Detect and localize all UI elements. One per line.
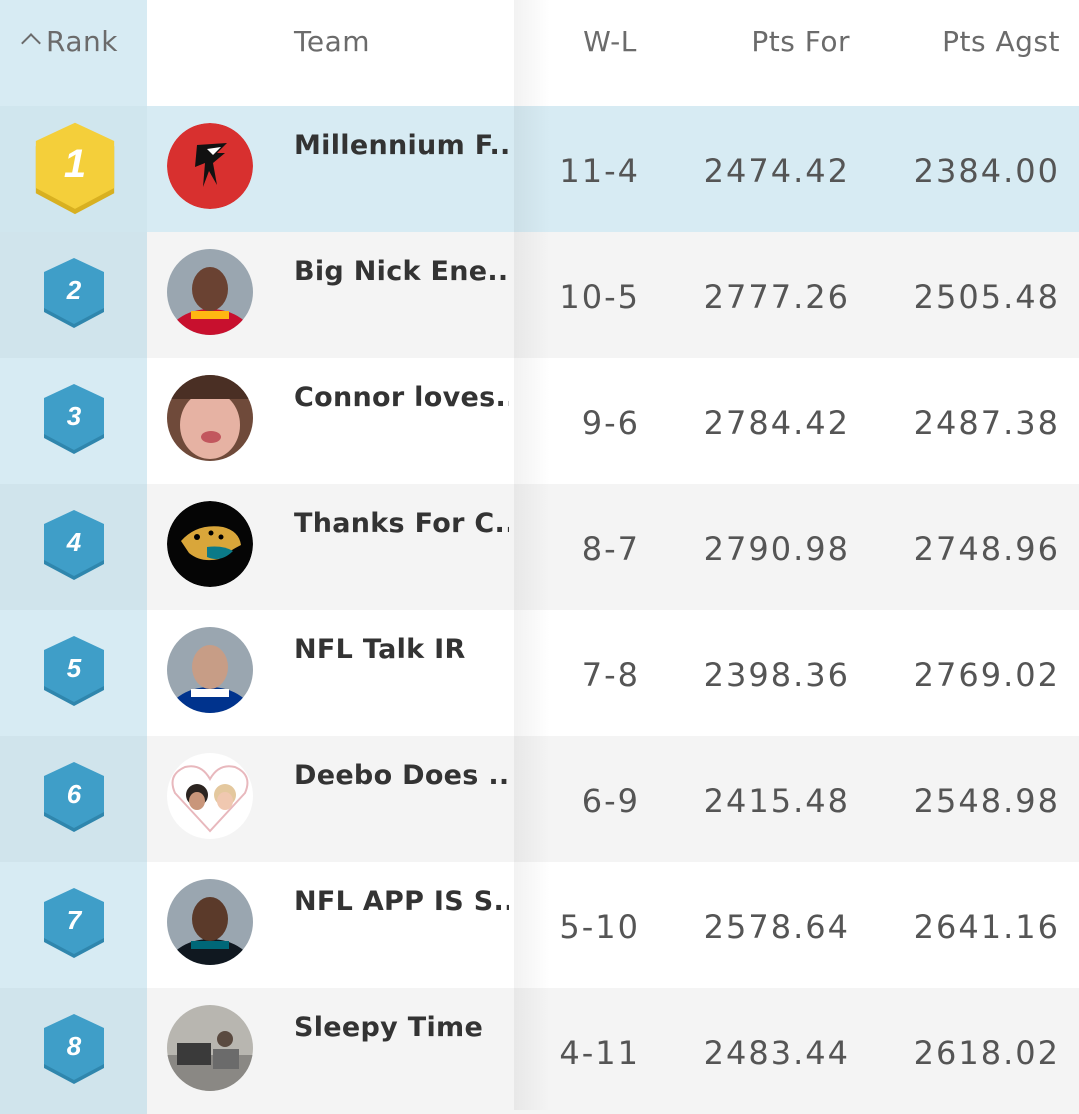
team-name[interactable]: Connor loves... bbox=[294, 382, 509, 413]
table-row[interactable]: 5 NFL Talk IR 7-8 2398.36 2769.02 bbox=[0, 610, 1079, 736]
rank-cell: 7 bbox=[0, 862, 147, 988]
rank-cell: 3 bbox=[0, 358, 147, 484]
points-against: 2384.00 bbox=[913, 152, 1060, 190]
win-loss-record: 10-5 bbox=[559, 278, 640, 316]
table-row[interactable]: 1 Millennium F... 11-4 2474.42 2384.00 bbox=[0, 106, 1079, 232]
team-avatar[interactable] bbox=[167, 627, 253, 713]
rank-number: 8 bbox=[66, 1030, 82, 1061]
team-header[interactable]: Team bbox=[294, 25, 371, 58]
rank-number: 4 bbox=[66, 526, 82, 557]
team-name[interactable]: NFL Talk IR bbox=[294, 634, 466, 665]
rank-cell: 8 bbox=[0, 988, 147, 1114]
team-avatar[interactable] bbox=[167, 501, 253, 587]
team-name[interactable]: Big Nick Ene... bbox=[294, 256, 509, 287]
points-against: 2748.96 bbox=[913, 530, 1060, 568]
win-loss-record: 6-9 bbox=[581, 782, 640, 820]
win-loss-record: 11-4 bbox=[559, 152, 640, 190]
rank-number: 6 bbox=[66, 778, 82, 809]
points-against: 2641.16 bbox=[913, 908, 1060, 946]
points-for: 2777.26 bbox=[703, 278, 850, 316]
standings-table: 1 Millennium F... 11-4 2474.42 2384.00 2 Big N… bbox=[0, 106, 1079, 1114]
team-name[interactable]: Millennium F... bbox=[294, 130, 509, 161]
win-loss-record: 4-11 bbox=[559, 1034, 640, 1072]
rank-hexagon-icon: 4 bbox=[38, 508, 110, 586]
team-avatar[interactable] bbox=[167, 123, 253, 209]
table-row[interactable]: 3 Connor loves... 9-6 2784.42 2487.38 bbox=[0, 358, 1079, 484]
rank-number: 2 bbox=[66, 274, 82, 305]
points-for: 2483.44 bbox=[703, 1034, 850, 1072]
table-row[interactable]: 7 NFL APP IS S... 5-10 2578.64 2641.16 bbox=[0, 862, 1079, 988]
points-against: 2769.02 bbox=[913, 656, 1060, 694]
rank-sort-header[interactable]: Rank bbox=[18, 22, 138, 62]
team-name[interactable]: Deebo Does ... bbox=[294, 760, 509, 791]
pts-for-header[interactable]: Pts For bbox=[751, 25, 850, 58]
points-against: 2548.98 bbox=[913, 782, 1060, 820]
rank-number: 5 bbox=[66, 652, 82, 683]
standings-header: Rank Team W-L Pts For Pts Agst bbox=[0, 0, 1079, 106]
rank-number: 3 bbox=[66, 400, 82, 431]
win-loss-record: 7-8 bbox=[581, 656, 640, 694]
chevron-up-icon bbox=[21, 33, 41, 53]
points-against: 2505.48 bbox=[913, 278, 1060, 316]
team-avatar[interactable] bbox=[167, 1005, 253, 1091]
team-avatar[interactable] bbox=[167, 249, 253, 335]
wl-header[interactable]: W-L bbox=[583, 25, 637, 58]
team-name[interactable]: Thanks For C... bbox=[294, 508, 509, 539]
points-for: 2784.42 bbox=[703, 404, 850, 442]
rank-hexagon-icon: 7 bbox=[38, 886, 110, 964]
table-row[interactable]: 8 Sleepy Time 4-11 2483.44 2618.02 bbox=[0, 988, 1079, 1114]
team-avatar[interactable] bbox=[167, 753, 253, 839]
rank-cell: 1 bbox=[0, 106, 147, 232]
rank-hexagon-icon: 6 bbox=[38, 760, 110, 838]
win-loss-record: 9-6 bbox=[581, 404, 640, 442]
points-for: 2790.98 bbox=[703, 530, 850, 568]
win-loss-record: 8-7 bbox=[581, 530, 640, 568]
points-for: 2415.48 bbox=[703, 782, 850, 820]
rank-cell: 5 bbox=[0, 610, 147, 736]
points-for: 2578.64 bbox=[703, 908, 850, 946]
rank-cell: 4 bbox=[0, 484, 147, 610]
table-row[interactable]: 6 Deebo Does ... 6-9 2415.48 2548.98 bbox=[0, 736, 1079, 862]
rank-header-label: Rank bbox=[46, 25, 118, 58]
points-against: 2487.38 bbox=[913, 404, 1060, 442]
rank-hexagon-icon: 1 bbox=[28, 120, 122, 222]
rank-cell: 6 bbox=[0, 736, 147, 862]
win-loss-record: 5-10 bbox=[559, 908, 640, 946]
team-name[interactable]: NFL APP IS S... bbox=[294, 886, 509, 917]
rank-number: 7 bbox=[66, 904, 82, 935]
points-for: 2398.36 bbox=[703, 656, 850, 694]
rank-hexagon-icon: 2 bbox=[38, 256, 110, 334]
table-row[interactable]: 4 Thanks For C... 8-7 2790.98 2748.96 bbox=[0, 484, 1079, 610]
team-avatar[interactable] bbox=[167, 879, 253, 965]
table-row[interactable]: 2 Big Nick Ene... 10-5 2777.26 2505.48 bbox=[0, 232, 1079, 358]
rank-hexagon-icon: 8 bbox=[38, 1012, 110, 1090]
team-name[interactable]: Sleepy Time bbox=[294, 1012, 484, 1043]
points-for: 2474.42 bbox=[703, 152, 850, 190]
rank-number: 1 bbox=[63, 142, 87, 187]
rank-cell: 2 bbox=[0, 232, 147, 358]
team-avatar[interactable] bbox=[167, 375, 253, 461]
pts-agst-header[interactable]: Pts Agst bbox=[942, 25, 1060, 58]
rank-hexagon-icon: 3 bbox=[38, 382, 110, 460]
points-against: 2618.02 bbox=[913, 1034, 1060, 1072]
rank-hexagon-icon: 5 bbox=[38, 634, 110, 712]
